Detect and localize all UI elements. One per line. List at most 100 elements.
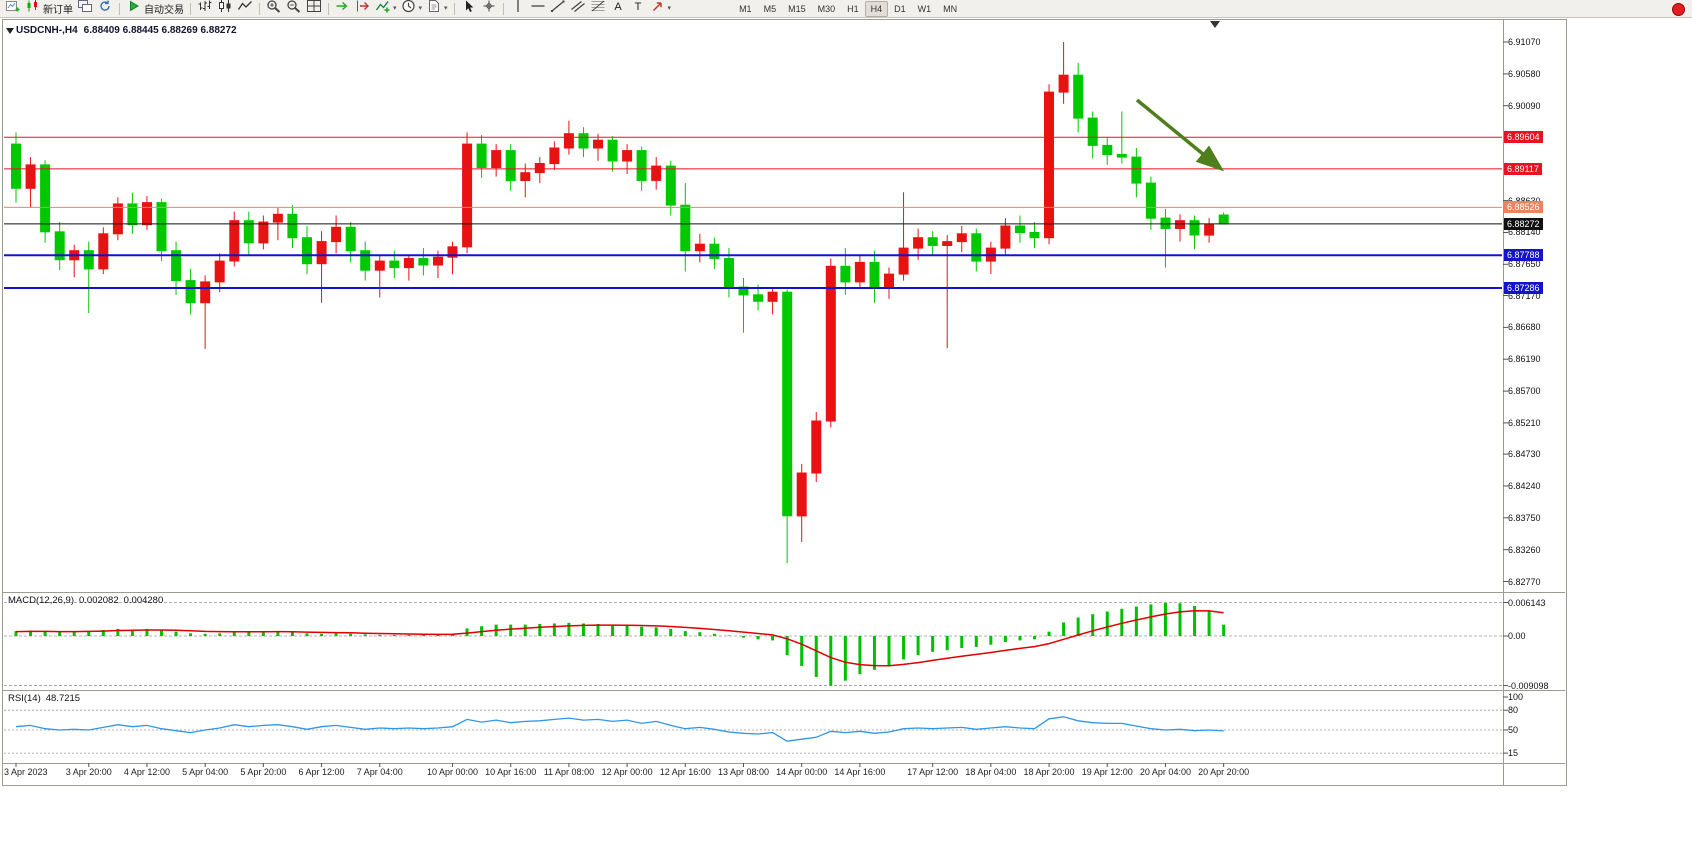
- price-tick-label: 6.90580: [1508, 68, 1541, 79]
- time-axis-label: 5 Apr 20:00: [240, 767, 287, 777]
- price-tick-label: 6.90090: [1508, 100, 1541, 111]
- shift-icon: [355, 0, 371, 18]
- arrows-button[interactable]: ▾: [648, 1, 674, 17]
- time-axis-label: 17 Apr 12:00: [907, 767, 959, 777]
- price-line-label: 6.88526: [1504, 201, 1543, 214]
- arrows-button-dropdown-arrow[interactable]: ▾: [667, 4, 672, 12]
- macd-tick-label: 0.00: [1508, 631, 1526, 641]
- price-tick-label: 6.83260: [1508, 544, 1541, 555]
- macd-tick-label: 0.006143: [1508, 597, 1546, 608]
- timeframe-w1[interactable]: W1: [917, 3, 932, 14]
- time-axis-label: 11 Apr 08:00: [543, 767, 595, 777]
- bars-icon: [197, 0, 213, 18]
- fibonacci-button[interactable]: [588, 0, 608, 17]
- timeframe-m15[interactable]: M15: [788, 3, 806, 14]
- toolbar-separator: [119, 2, 120, 15]
- macd-value: 0.002082: [79, 595, 119, 606]
- chart-windows-button[interactable]: [75, 0, 95, 17]
- time-axis-label: 12 Apr 00:00: [601, 767, 653, 777]
- notification-icon[interactable]: [1672, 3, 1685, 16]
- price-tick-label: 6.84730: [1508, 449, 1541, 460]
- price-tick-label: 6.85210: [1508, 417, 1541, 428]
- timeframe-mn[interactable]: MN: [943, 3, 958, 14]
- trendline-button[interactable]: [548, 0, 568, 17]
- main-chart-area[interactable]: [3, 20, 1502, 591]
- price-tick-label: 6.84240: [1508, 480, 1541, 491]
- periods-button[interactable]: ▾: [399, 0, 425, 18]
- toolbar-separator: [328, 2, 329, 15]
- time-axis-label: 14 Apr 00:00: [776, 767, 828, 777]
- zoom-in-button[interactable]: [264, 0, 284, 18]
- indicators-button[interactable]: ▾: [373, 1, 399, 17]
- price-tick-label: 6.91070: [1508, 37, 1541, 47]
- toolbar-separator: [502, 2, 504, 15]
- zoom-out-button[interactable]: [284, 0, 304, 18]
- bar-chart-button[interactable]: [195, 0, 215, 18]
- rsi-tick-label: 100: [1508, 692, 1524, 702]
- zoomin-icon: [266, 0, 282, 18]
- panel-divider-rsi[interactable]: [3, 690, 1565, 691]
- time-axis-label: 10 Apr 16:00: [485, 767, 537, 777]
- indicators-button-dropdown-arrow[interactable]: ▾: [393, 4, 397, 12]
- svg-text:T: T: [634, 1, 641, 13]
- macd-panel-area[interactable]: [3, 593, 1502, 689]
- crosshair-button[interactable]: [479, 0, 499, 18]
- crosshair-icon: [481, 0, 497, 18]
- timeframe-d1[interactable]: D1: [894, 3, 906, 14]
- zoomout-icon: [286, 0, 302, 18]
- price-tick-label: 6.88140: [1508, 227, 1541, 238]
- horizontal-line-button[interactable]: [528, 1, 548, 17]
- new-chart-button[interactable]: [3, 1, 23, 17]
- text-button[interactable]: A: [608, 1, 628, 17]
- price-axis-line: [1503, 19, 1504, 785]
- refresh-button[interactable]: [95, 0, 115, 17]
- toolbar: 新订单 自动交易 ▾ ▾ ▾ A T ▾ M1 M5 M15 M30 H1 H4 D1 W1 MN: [0, 0, 1692, 18]
- autotrading-button[interactable]: 自动交易: [124, 0, 186, 18]
- time-axis-label: 4 Apr 12:00: [123, 767, 170, 777]
- periods-button-dropdown-arrow[interactable]: ▾: [418, 4, 423, 12]
- collapse-icon[interactable]: [6, 28, 14, 34]
- templates-button[interactable]: ▾: [424, 0, 450, 18]
- tile-windows-button[interactable]: [304, 0, 324, 18]
- vertical-line-button[interactable]: [508, 0, 528, 17]
- template-icon: [426, 0, 442, 18]
- panel-divider-macd[interactable]: [3, 592, 1565, 593]
- rsi-value: 48.7215: [45, 693, 81, 704]
- time-axis-label: 3 Apr 2023: [4, 767, 48, 777]
- chart-shift-marker[interactable]: [1210, 21, 1220, 28]
- chart-shift-button[interactable]: [353, 0, 373, 18]
- clock-icon: [401, 0, 417, 18]
- timeframe-h4[interactable]: H4: [864, 0, 889, 17]
- macd-name: MACD(12,26,9): [8, 595, 74, 606]
- tile-icon: [306, 0, 322, 18]
- templates-button-dropdown-arrow[interactable]: ▾: [444, 4, 448, 12]
- price-tick-label: 6.86680: [1508, 322, 1541, 333]
- timeframe-h1[interactable]: H1: [847, 3, 859, 14]
- time-axis-label: 18 Apr 20:00: [1023, 767, 1075, 777]
- price-line-label: 6.89117: [1504, 162, 1542, 175]
- line-chart-button[interactable]: [235, 1, 255, 17]
- play-icon: [126, 0, 142, 18]
- cursor-icon: [461, 0, 477, 18]
- channel-button[interactable]: [568, 1, 588, 17]
- candlestick-chart-button[interactable]: [215, 0, 235, 17]
- new-order-button[interactable]: 新订单: [23, 0, 75, 17]
- timeframe-m5[interactable]: M5: [763, 3, 777, 14]
- indicators-icon: [375, 0, 391, 18]
- autoscroll-icon: [335, 0, 351, 18]
- timeframe-m30[interactable]: M30: [817, 3, 836, 14]
- time-axis-label: 19 Apr 12:00: [1081, 767, 1133, 777]
- label-button[interactable]: T: [628, 1, 648, 17]
- newchart-icon: [5, 0, 21, 18]
- rsi-tick-label: 80: [1508, 705, 1519, 716]
- time-axis-label: 20 Apr 04:00: [1139, 767, 1191, 777]
- rsi-label: RSI(14) 48.7215: [8, 693, 85, 704]
- chart-title: USDCNH-,H4 6.88409 6.88445 6.88269 6.8827…: [16, 25, 237, 36]
- time-axis-label: 13 Apr 08:00: [717, 767, 770, 777]
- symbol-period: USDCNH-,H4: [16, 25, 78, 36]
- hline-icon: [530, 0, 546, 18]
- rsi-panel-area[interactable]: [3, 691, 1502, 762]
- timeframe-m1[interactable]: M1: [739, 3, 752, 14]
- cursor-button[interactable]: [459, 0, 479, 18]
- auto-scroll-button[interactable]: [333, 1, 353, 17]
